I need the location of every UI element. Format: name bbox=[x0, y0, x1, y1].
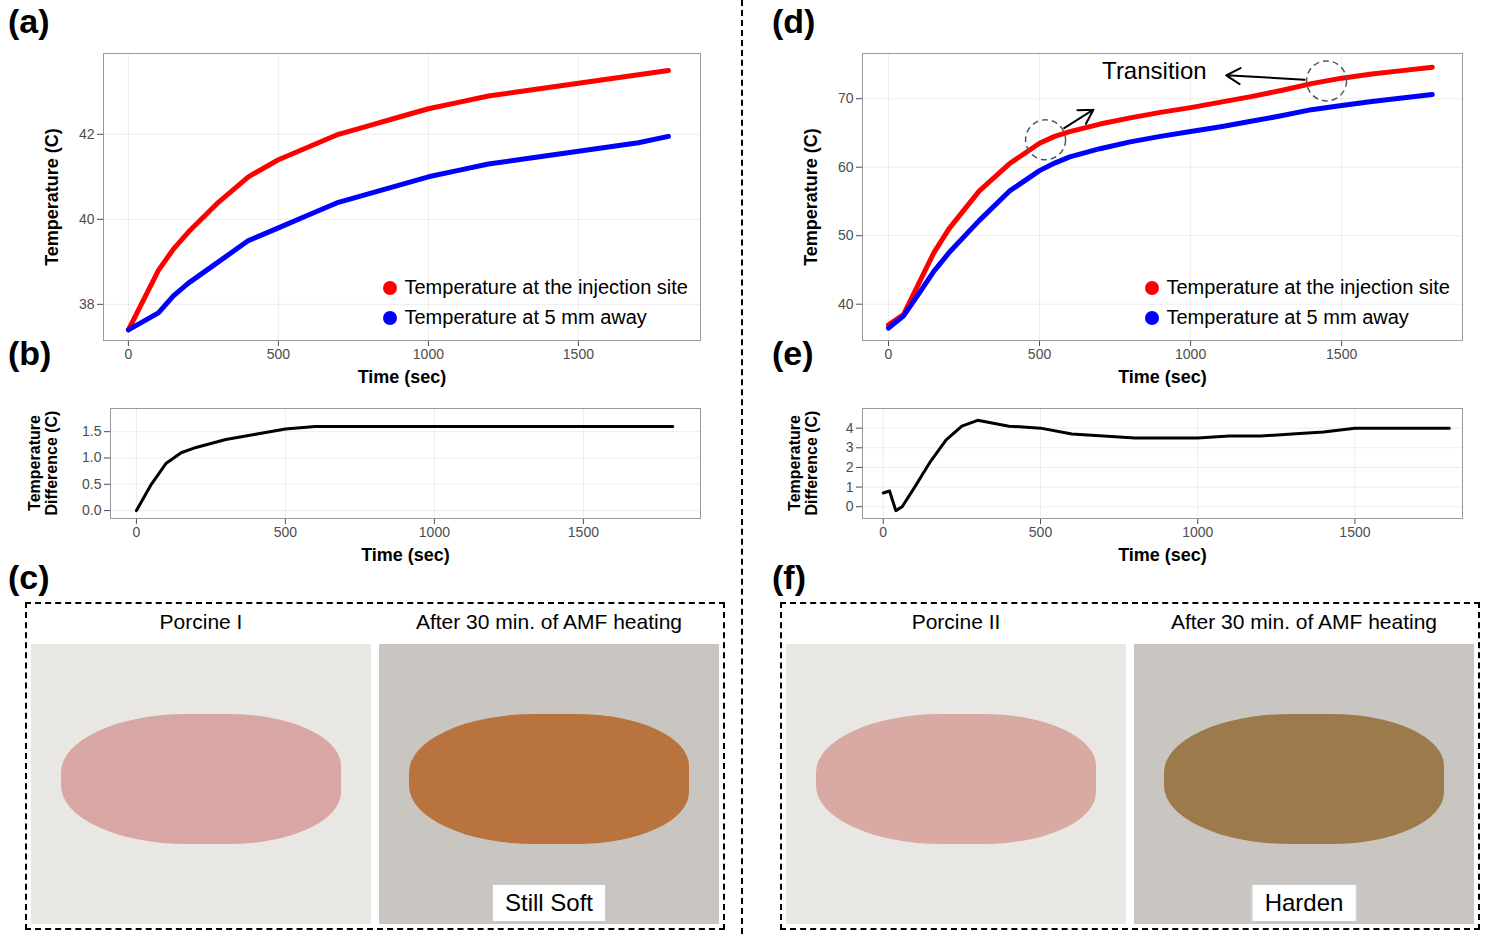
svg-text:50: 50 bbox=[838, 227, 854, 243]
svg-text:500: 500 bbox=[1029, 524, 1053, 540]
svg-text:Transition: Transition bbox=[1102, 57, 1206, 84]
svg-text:500: 500 bbox=[1028, 346, 1052, 362]
svg-text:40: 40 bbox=[838, 296, 854, 312]
svg-text:Temperature (C): Temperature (C) bbox=[42, 128, 62, 266]
svg-text:1000: 1000 bbox=[1182, 524, 1213, 540]
svg-text:1000: 1000 bbox=[413, 346, 444, 362]
svg-text:1.0: 1.0 bbox=[82, 449, 102, 465]
html-text:After 30 min. of AMF heating: After 30 min. of AMF heating bbox=[1170, 610, 1438, 633]
html-text:(e): (e) bbox=[772, 334, 814, 372]
svg-text:0: 0 bbox=[885, 346, 893, 362]
svg-text:3: 3 bbox=[846, 439, 854, 455]
svg-text:1.5: 1.5 bbox=[82, 423, 102, 439]
svg-text:0.5: 0.5 bbox=[82, 476, 102, 492]
html-text:Porcine II: Porcine II bbox=[911, 610, 1001, 633]
html-text:(d): (d) bbox=[772, 2, 816, 40]
svg-text:70: 70 bbox=[838, 90, 854, 106]
svg-text:40: 40 bbox=[79, 211, 95, 227]
html-text:Temperature at the injection s: Temperature at the injection site bbox=[404, 276, 688, 298]
html-text:Temperature Difference (C): Temperature Difference (C) bbox=[786, 410, 820, 516]
svg-text:500: 500 bbox=[274, 524, 298, 540]
html-text:Harden: Harden bbox=[1264, 889, 1344, 916]
svg-text:0: 0 bbox=[879, 524, 887, 540]
html-text:(a): (a) bbox=[8, 2, 50, 40]
svg-text:1000: 1000 bbox=[419, 524, 450, 540]
svg-text:Temperature (C): Temperature (C) bbox=[801, 128, 821, 266]
svg-text:Time (sec): Time (sec) bbox=[358, 367, 447, 387]
html-text:After 30 min. of AMF heating: After 30 min. of AMF heating bbox=[415, 610, 683, 633]
svg-text:0.0: 0.0 bbox=[82, 502, 102, 518]
svg-text:1000: 1000 bbox=[1175, 346, 1206, 362]
svg-text:0: 0 bbox=[846, 498, 854, 514]
svg-text:1: 1 bbox=[846, 479, 854, 495]
svg-text:0: 0 bbox=[125, 346, 133, 362]
html-text:Temperature at 5 mm away: Temperature at 5 mm away bbox=[1166, 306, 1409, 328]
html-text:(c): (c) bbox=[8, 558, 50, 596]
svg-text:500: 500 bbox=[267, 346, 291, 362]
html-text:(b): (b) bbox=[8, 334, 52, 372]
svg-text:1500: 1500 bbox=[563, 346, 594, 362]
html-text:(f): (f) bbox=[772, 558, 806, 596]
svg-text:42: 42 bbox=[79, 126, 95, 142]
svg-text:Time (sec): Time (sec) bbox=[361, 545, 450, 565]
html-text:Temperature at the injection s: Temperature at the injection site bbox=[1166, 276, 1450, 298]
svg-text:1500: 1500 bbox=[1326, 346, 1357, 362]
html-text:Temperature Difference (C): Temperature Difference (C) bbox=[26, 410, 60, 516]
html-text:Still Soft: Still Soft bbox=[505, 889, 593, 916]
svg-text:Time (sec): Time (sec) bbox=[1118, 367, 1207, 387]
svg-text:60: 60 bbox=[838, 159, 854, 175]
svg-text:4: 4 bbox=[846, 420, 854, 436]
svg-text:1500: 1500 bbox=[1339, 524, 1370, 540]
svg-text:0: 0 bbox=[133, 524, 141, 540]
html-text:Porcine I: Porcine I bbox=[159, 610, 243, 633]
svg-text:1500: 1500 bbox=[568, 524, 599, 540]
html-text:Temperature at 5 mm away: Temperature at 5 mm away bbox=[404, 306, 647, 328]
svg-text:Time (sec): Time (sec) bbox=[1118, 545, 1207, 565]
svg-text:38: 38 bbox=[79, 296, 95, 312]
svg-text:2: 2 bbox=[846, 459, 854, 475]
